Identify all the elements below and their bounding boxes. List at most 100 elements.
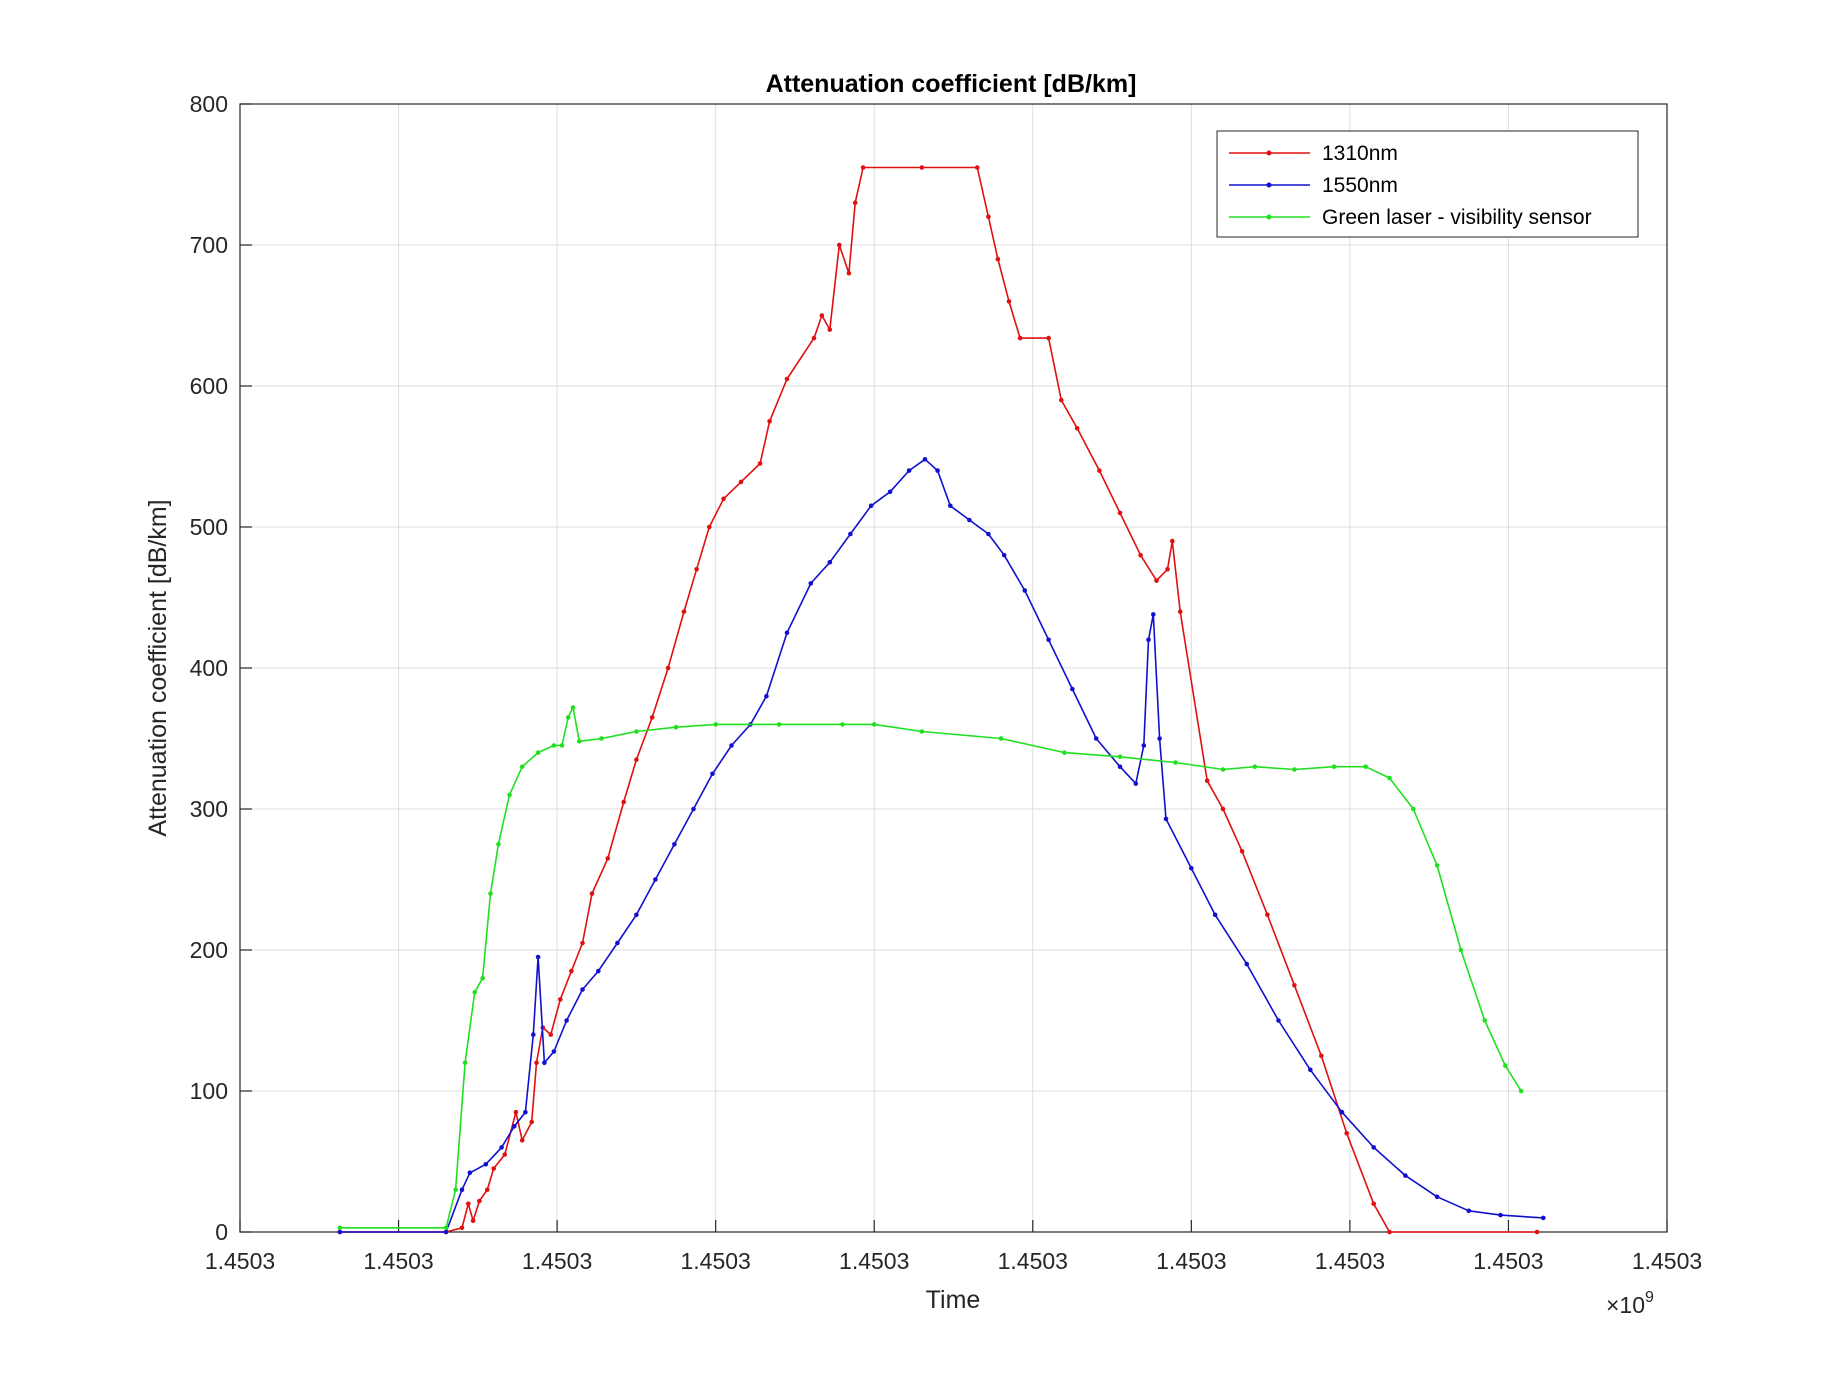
data-point — [580, 987, 585, 992]
data-point — [827, 560, 833, 565]
data-point — [986, 214, 991, 220]
data-point — [596, 968, 601, 974]
data-point — [548, 1032, 554, 1037]
data-point — [1498, 1212, 1503, 1218]
data-point — [935, 468, 940, 473]
data-point — [1117, 510, 1123, 516]
data-point — [529, 1119, 534, 1125]
data-point — [615, 940, 620, 946]
data-point — [453, 1187, 458, 1192]
data-point — [535, 954, 541, 960]
data-point — [1541, 1215, 1546, 1221]
data-point — [1204, 778, 1210, 784]
data-point — [757, 461, 763, 466]
y-tick-label: 600 — [190, 373, 228, 399]
data-point — [1292, 983, 1297, 988]
x-tick-label: 1.4503 — [1315, 1248, 1385, 1274]
data-point — [1133, 781, 1139, 786]
legend-marker — [1266, 214, 1272, 220]
data-point — [513, 1109, 519, 1115]
legend-marker — [1266, 182, 1272, 188]
data-point — [1503, 1063, 1508, 1068]
data-point — [621, 799, 626, 805]
data-point — [443, 1225, 449, 1231]
data-point — [860, 165, 866, 170]
data-point — [1141, 743, 1147, 748]
data-point — [1093, 736, 1099, 741]
data-point — [1252, 764, 1258, 769]
data-point — [784, 630, 790, 636]
data-point — [1466, 1208, 1472, 1214]
x-exponent-label: ×109 — [1606, 1289, 1654, 1318]
data-point — [1151, 612, 1156, 617]
data-point — [485, 1187, 490, 1192]
data-point — [512, 1124, 517, 1129]
axis-ticks: 1.4503 1.4503 1.4503 1.4503 1.4503 1.4503 1.45… — [190, 91, 1703, 1274]
data-point — [1022, 588, 1028, 593]
data-point — [1434, 1194, 1440, 1200]
x-tick-label: 1.4503 — [680, 1248, 750, 1274]
data-point — [1331, 764, 1337, 769]
data-point — [580, 940, 585, 946]
x-tick-label: 1.4503 — [522, 1248, 592, 1274]
x-tick-label: 1.4503 — [205, 1248, 275, 1274]
x-tick-label: 1.4503 — [363, 1248, 433, 1274]
data-point — [535, 750, 541, 755]
data-point — [1059, 397, 1064, 403]
x-tick-label: 1.4503 — [1156, 1248, 1226, 1274]
data-point — [767, 419, 772, 424]
data-point — [1387, 775, 1392, 781]
data-point — [819, 313, 825, 318]
data-point — [459, 1225, 465, 1231]
data-point — [577, 739, 582, 744]
data-point — [1403, 1173, 1408, 1178]
data-point — [570, 705, 576, 710]
data-point — [764, 693, 769, 699]
chart-title: Attenuation coefficient [dB/km] — [766, 70, 1137, 98]
data-point — [868, 503, 874, 509]
data-point — [1173, 760, 1178, 765]
data-point — [459, 1187, 465, 1192]
data-point — [1220, 767, 1226, 772]
data-point — [871, 722, 877, 727]
data-point — [634, 912, 639, 918]
data-point — [519, 1138, 525, 1143]
data-point — [559, 743, 565, 748]
data-point — [551, 1049, 557, 1054]
data-point — [491, 1166, 497, 1171]
x-tick-label: 1.4503 — [998, 1248, 1068, 1274]
data-point — [1117, 754, 1123, 760]
data-point — [837, 242, 842, 248]
data-point — [551, 743, 557, 748]
data-point — [887, 489, 893, 495]
data-point — [808, 581, 814, 586]
data-point — [634, 729, 639, 734]
grid-lines — [240, 104, 1667, 1232]
data-point — [713, 722, 718, 727]
data-point — [462, 1060, 468, 1066]
data-point — [1276, 1018, 1281, 1023]
data-point — [1319, 1053, 1324, 1059]
data-point — [1244, 961, 1250, 967]
data-point — [975, 165, 980, 170]
data-point — [906, 468, 912, 473]
data-point — [1163, 816, 1169, 822]
series-line — [339, 458, 1544, 1233]
data-point — [337, 1229, 343, 1235]
y-tick-label: 400 — [190, 655, 228, 681]
data-point — [466, 1201, 471, 1207]
data-point — [488, 891, 493, 896]
data-point — [507, 792, 512, 798]
data-point — [472, 990, 478, 995]
data-point — [1212, 912, 1218, 918]
data-point — [534, 1060, 539, 1066]
data-point — [1177, 609, 1183, 614]
data-point — [721, 496, 726, 502]
data-point — [673, 724, 679, 730]
data-point — [1371, 1201, 1376, 1207]
data-point — [710, 771, 715, 777]
data-point — [1239, 849, 1245, 854]
data-point — [1074, 426, 1080, 431]
data-point — [634, 757, 639, 762]
